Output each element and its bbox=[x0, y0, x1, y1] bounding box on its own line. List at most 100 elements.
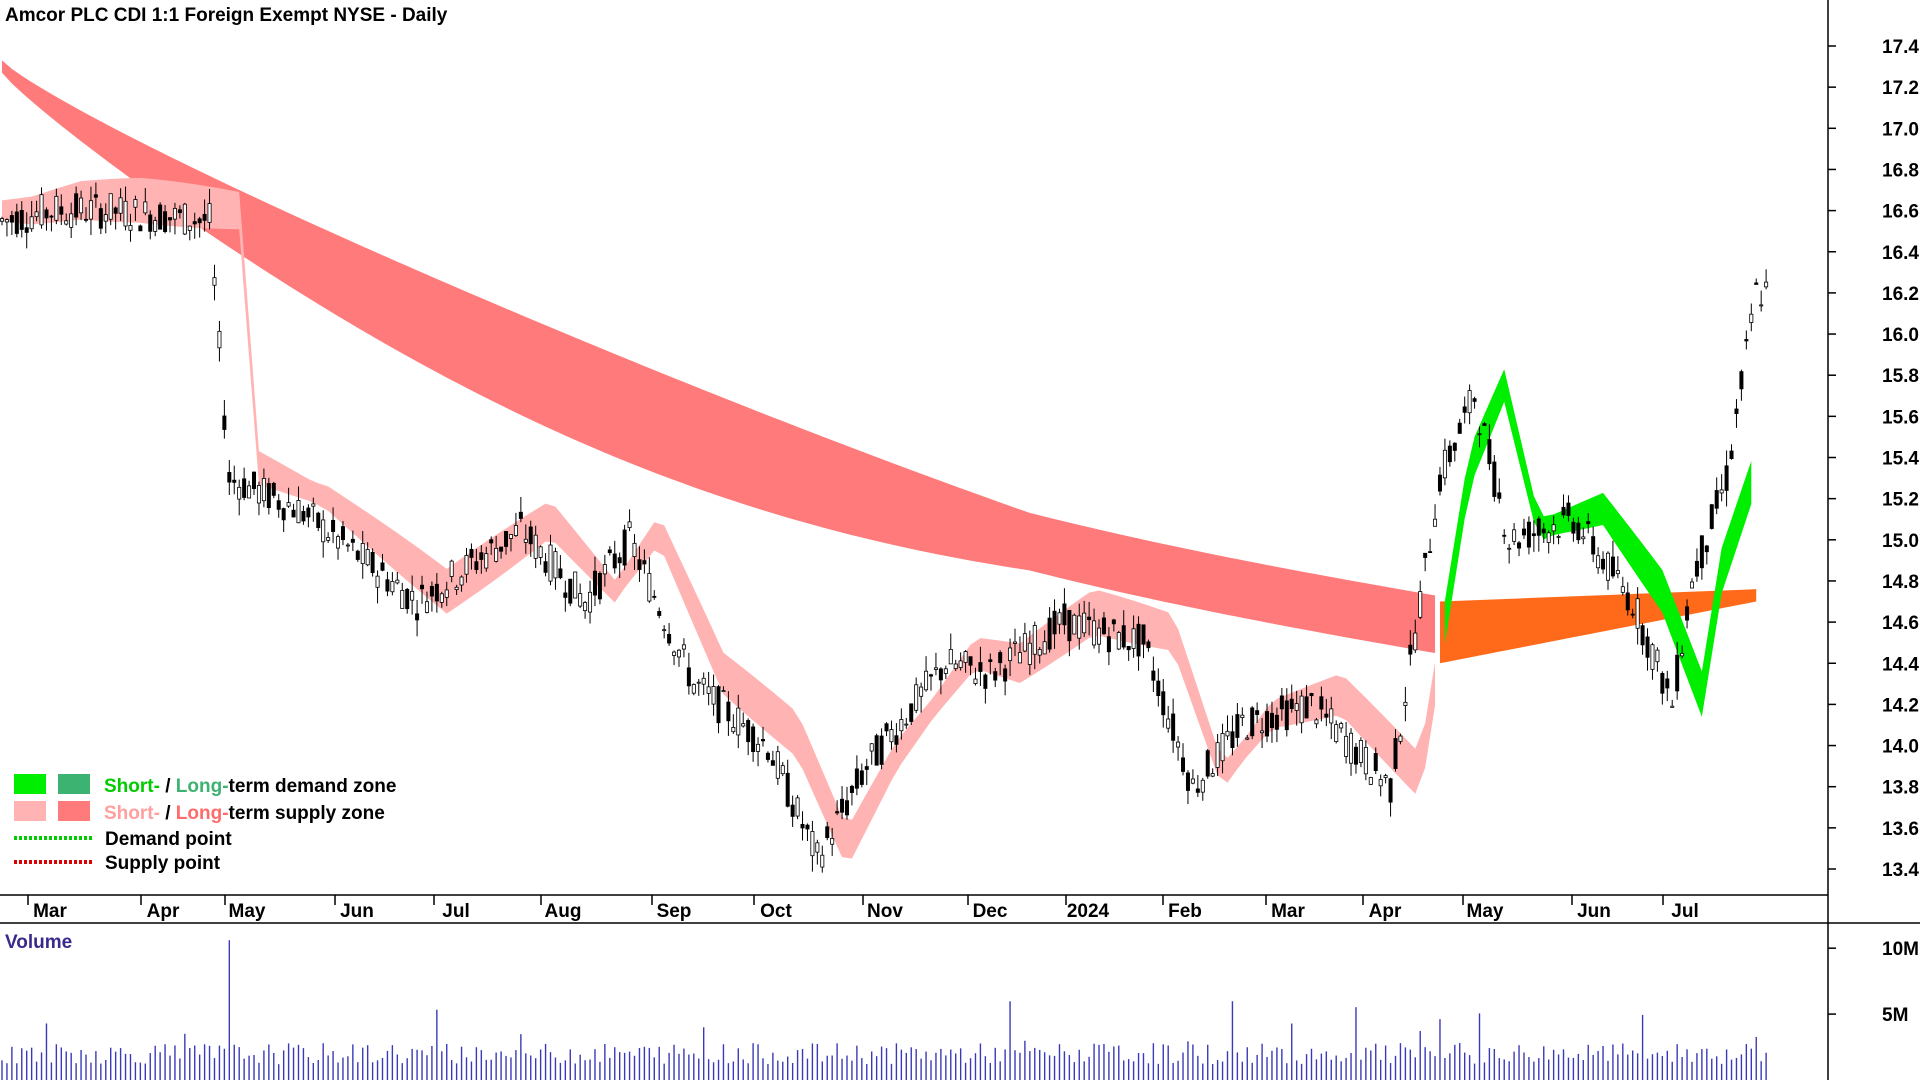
candle-body bbox=[765, 752, 770, 760]
price-tick-label: 15.8 bbox=[1882, 366, 1919, 387]
candle-body bbox=[474, 561, 479, 570]
candle-body bbox=[1373, 753, 1378, 772]
candle-body bbox=[84, 218, 89, 221]
candle-body bbox=[429, 586, 434, 597]
candle-body bbox=[929, 674, 934, 677]
candle-body bbox=[350, 538, 355, 543]
candle-body bbox=[1556, 536, 1561, 538]
candle-body bbox=[1729, 450, 1734, 459]
candle-body bbox=[1482, 423, 1487, 426]
candle-body bbox=[1225, 730, 1230, 737]
candle-body bbox=[1398, 735, 1403, 742]
volume-tick-label: 10M bbox=[1882, 939, 1919, 960]
legend-supply-short: Short- bbox=[104, 803, 160, 824]
legend-supply-sep: / bbox=[160, 803, 176, 824]
time-tick-label: Dec bbox=[973, 901, 1008, 922]
candle-body bbox=[1042, 641, 1047, 655]
candle-body bbox=[622, 529, 627, 566]
candle-body bbox=[1492, 461, 1497, 497]
candle-body bbox=[1008, 647, 1013, 662]
candle-body bbox=[420, 584, 425, 590]
candle-body bbox=[1665, 678, 1670, 689]
candle-body bbox=[790, 804, 795, 817]
candle-body bbox=[1013, 641, 1018, 644]
candle-body bbox=[1714, 490, 1719, 509]
candle-body bbox=[454, 586, 459, 590]
candle-body bbox=[494, 547, 499, 562]
candle-body bbox=[252, 471, 257, 489]
volume-tick-label: 5M bbox=[1882, 1005, 1908, 1026]
candle-body bbox=[1314, 719, 1319, 725]
candle-body bbox=[1176, 741, 1181, 748]
candle-body bbox=[1136, 623, 1141, 657]
candle-body bbox=[1260, 730, 1265, 734]
candle-body bbox=[820, 854, 825, 868]
candle-body bbox=[835, 811, 840, 814]
time-tick-label: May bbox=[229, 901, 266, 922]
candle-body bbox=[805, 824, 810, 830]
candle-body bbox=[148, 214, 153, 232]
price-tick-label: 15.4 bbox=[1882, 449, 1919, 470]
candle-body bbox=[983, 674, 988, 689]
candle-body bbox=[1610, 556, 1615, 577]
time-tick-label: Apr bbox=[147, 901, 180, 922]
legend-supply-long: Long- bbox=[176, 803, 229, 824]
candle-body bbox=[410, 590, 415, 601]
candle-body bbox=[39, 194, 44, 226]
candle-body bbox=[864, 766, 869, 770]
candle-body bbox=[731, 727, 736, 733]
candle-body bbox=[1744, 339, 1749, 342]
candle-body bbox=[617, 557, 622, 564]
candle-body bbox=[662, 629, 667, 632]
candle-body bbox=[597, 572, 602, 600]
candle-body bbox=[1220, 733, 1225, 762]
candle-body bbox=[1032, 625, 1037, 655]
candle-body bbox=[168, 217, 173, 221]
legend-supply-point: Supply point bbox=[105, 853, 221, 874]
legend-demand-point: Demand point bbox=[105, 829, 232, 850]
candle-body bbox=[1003, 668, 1008, 682]
candle-body bbox=[459, 576, 464, 586]
candle-body bbox=[548, 544, 553, 582]
candle-body bbox=[1166, 718, 1171, 729]
candle-body bbox=[795, 797, 800, 817]
candle-body bbox=[1245, 737, 1250, 740]
candle-body bbox=[1497, 492, 1502, 499]
candle-body bbox=[1230, 731, 1235, 748]
candle-body bbox=[1057, 612, 1062, 625]
candle-body bbox=[1734, 408, 1739, 414]
candle-body bbox=[1329, 708, 1334, 724]
candle-body bbox=[271, 482, 276, 496]
candle-body bbox=[415, 613, 420, 621]
time-tick-label: May bbox=[1467, 901, 1504, 922]
candle-body bbox=[879, 735, 884, 765]
candle-body bbox=[444, 589, 449, 598]
candle-body bbox=[405, 588, 410, 610]
candle-body bbox=[1437, 474, 1442, 492]
candle-body bbox=[499, 546, 504, 552]
candle-body bbox=[1615, 570, 1620, 575]
price-tick-label: 15.0 bbox=[1882, 531, 1919, 552]
candle-body bbox=[859, 770, 864, 785]
candle-body bbox=[1630, 613, 1635, 616]
candle-body bbox=[1541, 528, 1546, 534]
candle-body bbox=[770, 760, 775, 766]
candle-body bbox=[1625, 592, 1630, 611]
legend-demand-rest: term demand zone bbox=[229, 776, 397, 797]
candle-body bbox=[978, 662, 983, 672]
candle-body bbox=[103, 214, 108, 222]
legend-supply-zone: Short- / Long-term supply zone bbox=[104, 803, 385, 824]
candle-body bbox=[133, 199, 138, 208]
candle-body bbox=[1694, 560, 1699, 577]
candle-body bbox=[108, 193, 113, 220]
price-tick-label: 13.4 bbox=[1882, 860, 1919, 881]
candle-body bbox=[4, 219, 9, 223]
candle-body bbox=[894, 735, 899, 745]
candle-body bbox=[849, 785, 854, 793]
candle-body bbox=[98, 208, 103, 229]
candle-body bbox=[815, 842, 820, 853]
candle-body bbox=[1265, 711, 1270, 737]
candle-body bbox=[1759, 304, 1764, 307]
candle-body bbox=[1319, 696, 1324, 710]
candle-body bbox=[355, 550, 360, 560]
